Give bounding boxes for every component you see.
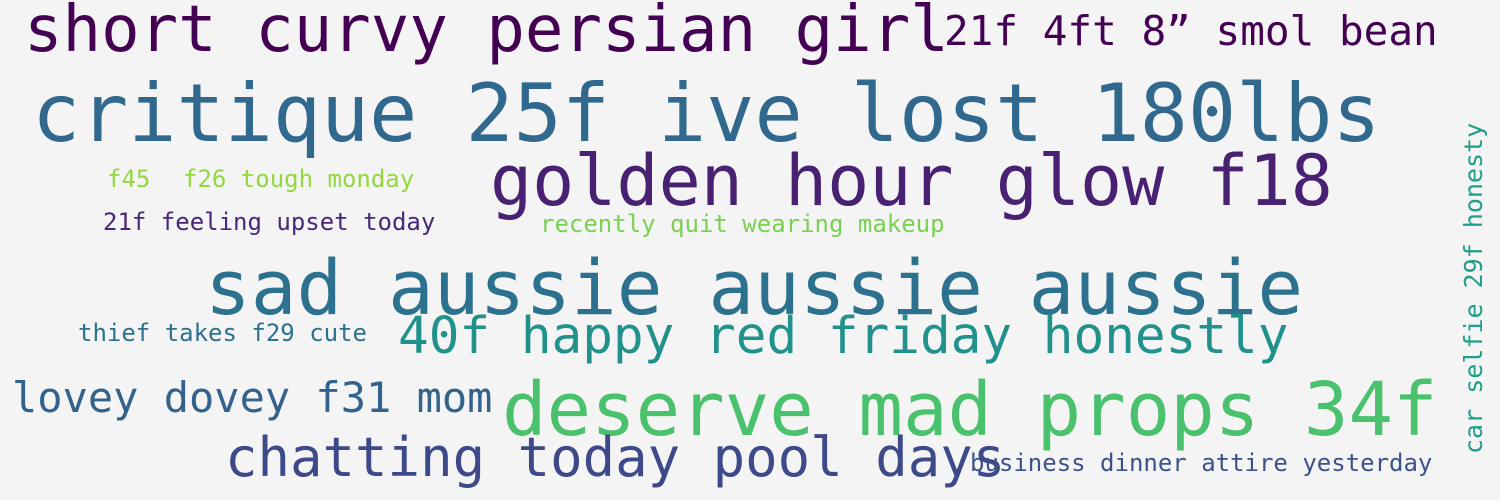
cloud-word: short curvy persian girl <box>24 0 949 67</box>
cloud-word: lovey dovey f31 mom <box>12 373 493 422</box>
cloud-word: f45 <box>107 165 151 193</box>
cloud-word: chatting today pool days <box>225 426 1006 489</box>
cloud-word: critique 25f ive lost 180lbs <box>32 67 1381 160</box>
cloud-word: business dinner attire yesterday <box>970 449 1433 477</box>
cloud-word: recently quit wearing makeup <box>540 210 945 238</box>
cloud-word: deserve mad props 34f <box>502 367 1438 453</box>
cloud-word: golden hour glow f18 <box>490 140 1333 222</box>
cloud-word: f26 tough monday <box>183 165 415 193</box>
cloud-word: 40f happy red friday honestly <box>398 307 1289 366</box>
cloud-word: sad aussie aussie aussie <box>205 243 1304 332</box>
cloud-word: car selfie 29f honesty <box>1459 122 1488 454</box>
cloud-word: 21f 4ft 8” smol bean <box>944 7 1438 55</box>
cloud-word: thief takes f29 cute <box>78 319 367 347</box>
cloud-word: 21f feeling upset today <box>103 208 436 236</box>
